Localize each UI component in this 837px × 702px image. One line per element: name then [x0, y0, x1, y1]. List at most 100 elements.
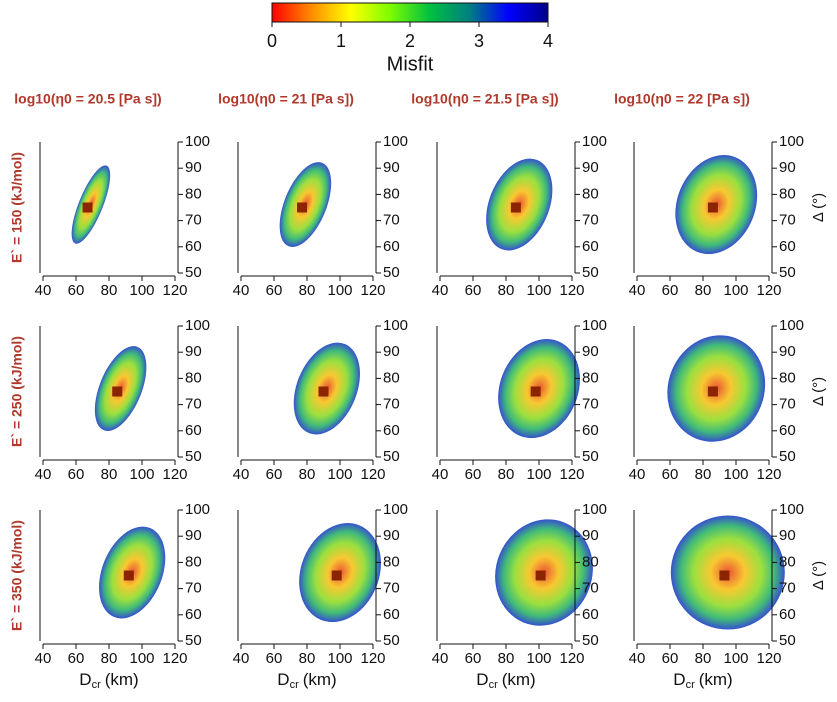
y-tick-label: 70 — [779, 396, 796, 413]
y-tick-label: 90 — [383, 159, 400, 176]
column-title: log10(η0 = 21 [Pa s]) — [218, 91, 354, 107]
y-tick-label: 90 — [383, 343, 400, 360]
y-tick-label: 70 — [779, 580, 796, 597]
best-fit-point — [530, 386, 541, 397]
x-axis-label: Dcr (km) — [673, 670, 732, 690]
y-tick-label: 50 — [779, 448, 796, 465]
x-tick-label: 60 — [68, 650, 85, 667]
x-tick-label: 100 — [129, 282, 154, 299]
x-tick-label: 120 — [360, 650, 385, 667]
x-axis-label-sub: cr — [290, 679, 300, 691]
y-tick-label: 100 — [779, 317, 804, 334]
row-label: E` = 250 (kJ/mol) — [9, 336, 25, 447]
x-tick-label: 100 — [723, 466, 748, 483]
x-tick-label: 100 — [723, 650, 748, 667]
y-tick-label: 60 — [185, 606, 202, 623]
y-tick-label: 50 — [582, 448, 599, 465]
best-fit-point — [112, 386, 123, 397]
best-fit-point — [707, 202, 718, 213]
colorbar — [271, 2, 549, 23]
y-tick-label: 80 — [582, 185, 599, 202]
y-tick-label: 90 — [779, 527, 796, 544]
x-axis-label-unit: (km) — [502, 670, 536, 689]
x-tick-label: 60 — [68, 466, 85, 483]
y-tick-label: 90 — [582, 343, 599, 360]
y-tick-label: 100 — [582, 317, 607, 334]
y-tick-label: 60 — [582, 422, 599, 439]
x-tick-label: 80 — [695, 466, 712, 483]
x-tick-label: 100 — [327, 650, 352, 667]
x-tick-label: 100 — [723, 282, 748, 299]
colorbar-label: Misfit — [387, 53, 434, 75]
y-tick-label: 80 — [185, 185, 202, 202]
y-tick-label: 90 — [582, 159, 599, 176]
y-tick-label: 70 — [582, 580, 599, 597]
x-tick-label: 40 — [233, 650, 250, 667]
y-tick-label: 70 — [383, 212, 400, 229]
x-tick-label: 80 — [498, 282, 515, 299]
colorbar-tick-label: 1 — [336, 31, 346, 51]
y-tick-label: 90 — [383, 527, 400, 544]
colorbar-tick-label: 0 — [267, 31, 277, 51]
y-tick-label: 70 — [185, 580, 202, 597]
x-tick-label: 80 — [695, 282, 712, 299]
y-tick-label: 90 — [185, 159, 202, 176]
x-tick-label: 120 — [559, 650, 584, 667]
y-tick-label: 100 — [779, 501, 804, 518]
y-tick-label: 60 — [582, 606, 599, 623]
y-tick-label: 60 — [185, 422, 202, 439]
y-tick-label: 60 — [383, 606, 400, 623]
x-tick-label: 100 — [129, 466, 154, 483]
y-tick-label: 60 — [779, 422, 796, 439]
y-axis-label: Δ (°) — [810, 377, 827, 406]
x-axis-label-unit: (km) — [699, 670, 733, 689]
x-tick-label: 80 — [101, 650, 118, 667]
x-tick-label: 120 — [162, 466, 187, 483]
x-tick-label: 40 — [432, 650, 449, 667]
y-tick-label: 60 — [383, 238, 400, 255]
y-tick-label: 50 — [383, 264, 400, 281]
x-axis-label: Dcr (km) — [476, 670, 535, 690]
y-tick-label: 60 — [582, 238, 599, 255]
x-axis-label-main: D — [673, 670, 685, 689]
colorbar-tick-label: 4 — [543, 31, 553, 51]
x-axis-label: Dcr (km) — [277, 670, 336, 690]
best-fit-point — [297, 202, 308, 213]
best-fit-point — [707, 386, 718, 397]
y-tick-label: 50 — [582, 264, 599, 281]
x-tick-label: 40 — [35, 466, 52, 483]
column-title: log10(η0 = 21.5 [Pa s]) — [411, 91, 558, 107]
x-tick-label: 120 — [756, 282, 781, 299]
x-tick-label: 60 — [465, 650, 482, 667]
y-tick-label: 80 — [185, 369, 202, 386]
x-tick-label: 60 — [662, 282, 679, 299]
x-tick-label: 40 — [35, 650, 52, 667]
x-tick-label: 40 — [629, 650, 646, 667]
x-axis-label-sub: cr — [686, 679, 696, 691]
x-tick-label: 80 — [299, 282, 316, 299]
x-tick-label: 120 — [559, 466, 584, 483]
y-tick-label: 50 — [383, 448, 400, 465]
y-tick-label: 80 — [383, 553, 400, 570]
x-tick-label: 60 — [68, 282, 85, 299]
best-fit-point — [123, 570, 134, 581]
y-tick-label: 70 — [582, 396, 599, 413]
y-tick-label: 90 — [779, 343, 796, 360]
y-tick-label: 80 — [779, 369, 796, 386]
best-fit-point — [331, 570, 342, 581]
x-tick-label: 120 — [360, 282, 385, 299]
y-tick-label: 60 — [779, 238, 796, 255]
y-tick-label: 100 — [383, 317, 408, 334]
column-title: log10(η0 = 22 [Pa s]) — [614, 91, 750, 107]
best-fit-point — [510, 202, 521, 213]
x-tick-label: 80 — [299, 650, 316, 667]
x-tick-label: 60 — [465, 282, 482, 299]
y-tick-label: 50 — [779, 632, 796, 649]
x-tick-label: 40 — [233, 466, 250, 483]
colorbar-tick-label: 3 — [474, 31, 484, 51]
y-tick-label: 100 — [383, 501, 408, 518]
y-tick-label: 100 — [582, 501, 607, 518]
y-tick-label: 100 — [185, 317, 210, 334]
